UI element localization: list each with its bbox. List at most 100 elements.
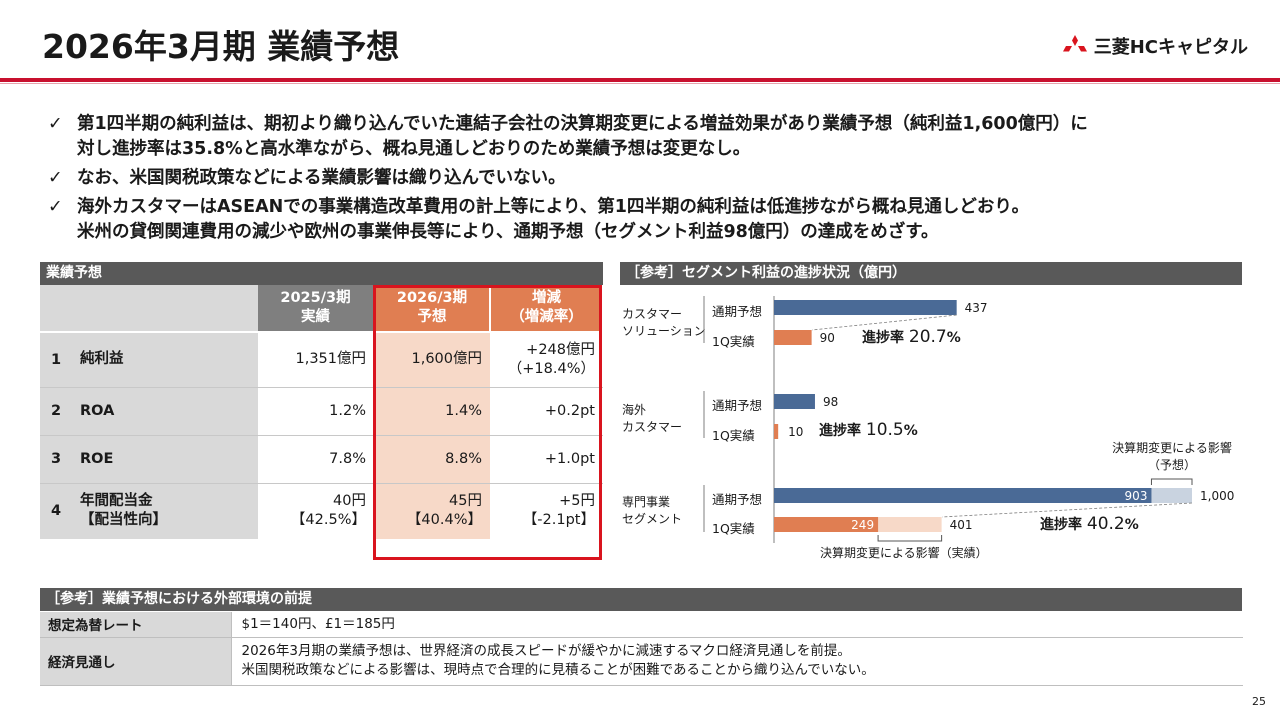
progress-unit: % [903, 423, 918, 439]
row-number: 1 [40, 332, 72, 388]
bar-q1-actual [774, 517, 879, 532]
table-row: 経済見通し 2026年3月期の業績予想は、世界経済の成長スピードが緩やかに減速す… [40, 637, 1243, 686]
checkmark-icon: ✓ [48, 168, 63, 188]
row-label: ROE [72, 435, 258, 484]
table-header-row: 2025/3期 実績 2026/3期 予想 増減 （増減率） [40, 285, 604, 333]
header-actual: 2025/3期 実績 [258, 285, 375, 333]
chart-section-title: ［参考］セグメント利益の進捗状況（億円） [620, 262, 1242, 285]
forecast-value: 1,600億円 [374, 332, 490, 388]
row-label: 純利益 [72, 332, 258, 388]
progress-label: 進捗率 [1040, 517, 1082, 533]
results-table: 2025/3期 実績 2026/3期 予想 増減 （増減率） 1 純利益 1,3… [40, 285, 604, 539]
value-label: 10 [788, 425, 803, 439]
row-label: ROA [72, 387, 258, 436]
bracket-actual-effect [877, 535, 943, 542]
checkmark-icon: ✓ [48, 114, 63, 134]
value-label: 1,000 [1200, 489, 1234, 503]
bullet-text: 第1四半期の純利益は、期初より織り込んでいた連結子会社の決算期変更による増益効果… [77, 114, 1088, 159]
progress-rate-customer-solutions: 進捗率 20.7% [862, 327, 961, 347]
actual-value: 40円 【42.5%】 [258, 483, 374, 539]
change-value: +0.2pt [490, 387, 603, 436]
row-key: 想定為替レート [40, 612, 231, 638]
header-cell-blank [72, 285, 258, 333]
table-row: 4 年間配当金 【配当性向】 40円 【42.5%】 45円 【40.4%】 +… [40, 483, 603, 539]
bar-forecast [774, 394, 815, 409]
value-label: 401 [950, 518, 973, 532]
checkmark-icon: ✓ [48, 197, 63, 217]
bullet-item: ✓ なお、米国関税政策などによる業績影響は織り込んでいない。 [48, 166, 1258, 191]
bar-label-q1: 1Q実績 [712, 428, 755, 443]
bullet-text: 海外カスタマーはASEANでの事業構造改革費用の計上等により、第1四半期の純利益… [77, 197, 1030, 242]
header-forecast: 2026/3期 予想 [374, 285, 491, 333]
header-rule-shadow [0, 83, 1280, 84]
table-row: 想定為替レート $1＝140円、£1＝185円 [40, 612, 1243, 638]
bar-q1-actual [774, 330, 812, 345]
bar-label-q1: 1Q実績 [712, 521, 755, 536]
forecast-value: 8.8% [374, 435, 490, 484]
environment-table: 想定為替レート $1＝140円、£1＝185円 経済見通し 2026年3月期の業… [40, 612, 1243, 686]
row-number: 2 [40, 387, 72, 436]
progress-value: 40.2 [1086, 514, 1125, 534]
annotation-actual-effect: 決算期変更による影響（実績） [820, 546, 988, 560]
table-row: 2 ROA 1.2% 1.4% +0.2pt [40, 387, 603, 436]
bar-label-forecast: 通期予想 [712, 304, 763, 319]
change-value: +248億円 （+18.4%） [490, 332, 603, 388]
actual-value: 1.2% [258, 387, 374, 436]
forecast-value: 45円 【40.4%】 [374, 483, 490, 539]
row-label: 年間配当金 【配当性向】 [72, 483, 258, 539]
bracket-forecast-effect [1150, 478, 1193, 485]
environment-section-title: ［参考］業績予想における外部環境の前提 [40, 588, 1242, 611]
bar-total-effect [774, 517, 942, 532]
segment-label-specialty: 専門事業 セグメント [622, 495, 683, 526]
page-title: 2026年3月期 業績予想 [42, 27, 400, 66]
progress-rate-overseas: 進捗率 10.5% [819, 420, 918, 440]
value-label: 90 [820, 331, 835, 345]
segment-label-customer-solutions: カスタマー ソリューション [622, 307, 706, 338]
bullet-item: ✓ 海外カスタマーはASEANでの事業構造改革費用の計上等により、第1四半期の純… [48, 195, 1258, 245]
row-value: 2026年3月期の業績予想は、世界経済の成長スピードが緩やかに減速するマクロ経済… [230, 637, 1243, 686]
value-label-inner: 249 [851, 518, 874, 532]
progress-rate-specialty: 進捗率 40.2% [1040, 514, 1139, 534]
table-row: 1 純利益 1,351億円 1,600億円 +248億円 （+18.4%） [40, 332, 603, 388]
segment-label-overseas-customer: 海外 カスタマー [622, 403, 683, 434]
progress-value: 10.5 [865, 420, 904, 440]
value-label-inner: 903 [1125, 489, 1148, 503]
bar-label-forecast: 通期予想 [712, 492, 763, 507]
annotation-forecast-effect: 決算期変更による影響 （予想） [1112, 441, 1232, 472]
change-value: +1.0pt [490, 435, 603, 484]
forecast-value: 1.4% [374, 387, 490, 436]
row-value: $1＝140円、£1＝185円 [230, 612, 1243, 638]
bar-forecast [774, 300, 957, 315]
three-diamonds-logo-icon [1062, 35, 1087, 52]
logo-text: 三菱HCキャピタル [1093, 37, 1248, 58]
progress-value: 20.7 [908, 327, 947, 347]
row-key: 経済見通し [40, 637, 231, 686]
row-number: 4 [40, 483, 72, 539]
progress-unit: % [946, 330, 961, 346]
actual-value: 1,351億円 [258, 332, 374, 388]
page-number: 25 [1252, 695, 1266, 708]
progress-label: 進捗率 [862, 330, 904, 346]
results-section-title: 業績予想 [40, 262, 603, 285]
header-change: 増減 （増減率） [490, 285, 604, 333]
table-row: 3 ROE 7.8% 8.8% +1.0pt [40, 435, 603, 484]
company-logo: 三菱HCキャピタル [1062, 33, 1248, 59]
bar-label-q1: 1Q実績 [712, 334, 755, 349]
header-rule [0, 78, 1280, 82]
header-cell-blank [40, 285, 72, 333]
row-number: 3 [40, 435, 72, 484]
forecast-highlight-box [373, 285, 602, 560]
value-label: 437 [965, 301, 988, 315]
key-points: ✓ 第1四半期の純利益は、期初より織り込んでいた連結子会社の決算期変更による増益… [48, 112, 1258, 249]
bar-total-effect [774, 488, 1192, 503]
bullet-item: ✓ 第1四半期の純利益は、期初より織り込んでいた連結子会社の決算期変更による増益… [48, 112, 1258, 162]
bar-forecast [774, 488, 1152, 503]
progress-label: 進捗率 [819, 423, 861, 439]
bullet-text: なお、米国関税政策などによる業績影響は織り込んでいない。 [77, 168, 566, 188]
bar-label-forecast: 通期予想 [712, 398, 763, 413]
change-value: +5円 【-2.1pt】 [490, 483, 603, 539]
progress-unit: % [1124, 517, 1139, 533]
bar-q1-actual [774, 424, 779, 439]
value-label: 98 [823, 395, 838, 409]
actual-value: 7.8% [258, 435, 374, 484]
